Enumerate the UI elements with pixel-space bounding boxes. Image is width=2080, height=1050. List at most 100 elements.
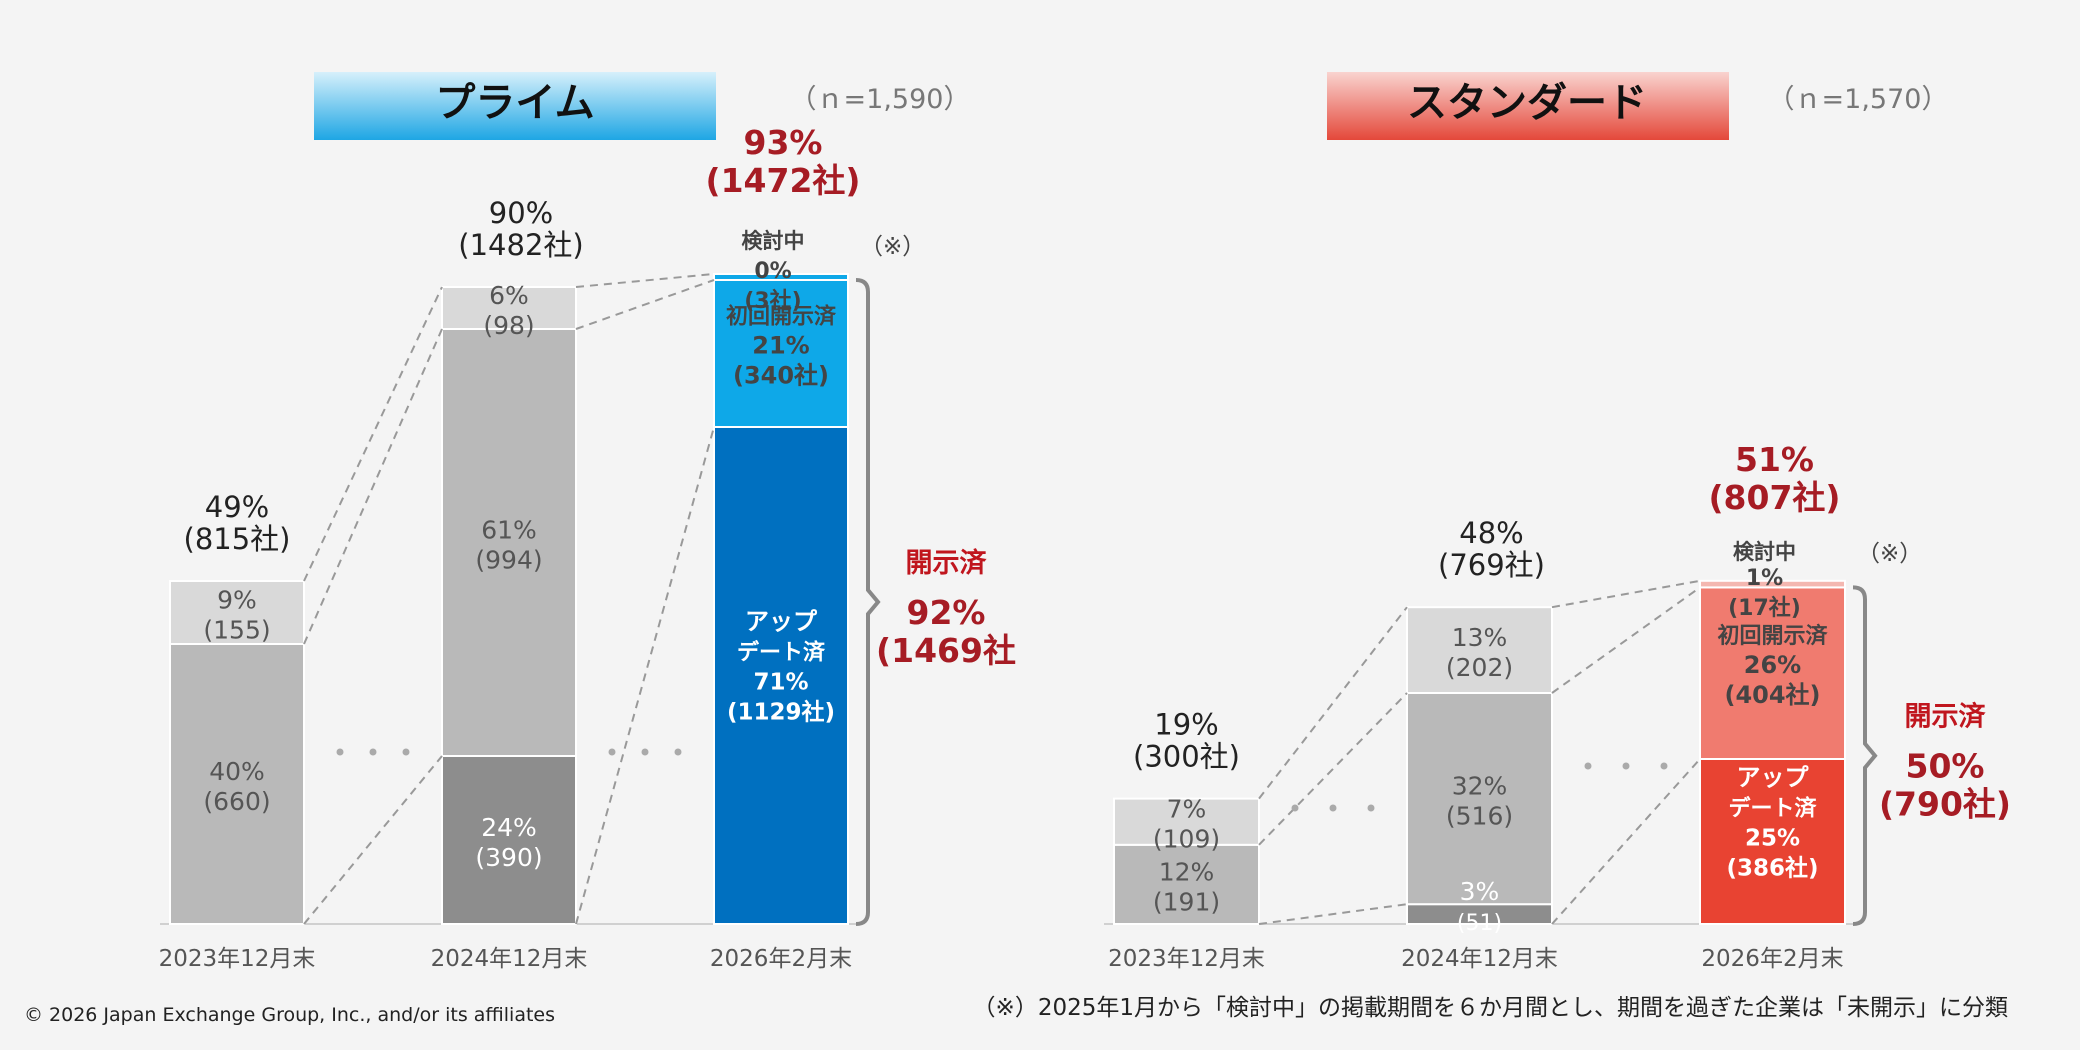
panel-header: [314, 72, 716, 140]
total-count: (807社): [1708, 478, 1840, 517]
bar-segment: [1699, 579, 1846, 589]
segment-count: (386社): [1726, 855, 1818, 882]
segment-pct: 25%: [1745, 826, 1800, 852]
segment-pct: 1%: [1746, 566, 1783, 591]
connector-line: [575, 279, 715, 330]
chart-panel-standard: [1104, 72, 1878, 926]
disclosed-label: 開示済: [1905, 701, 1987, 733]
bar-segment: [1113, 843, 1260, 925]
disclosed-count: (1469社: [876, 631, 1016, 670]
disclosed-label: 開示済: [906, 547, 988, 579]
sample-size: （ｎ=1,570）: [1768, 84, 1949, 115]
disclosed-bracket: [855, 278, 881, 926]
ellipsis-dot: [1584, 762, 1592, 770]
total-pct: 51%: [1735, 440, 1814, 479]
segment-count: (3社): [744, 288, 801, 314]
segment-pct: 12%: [1159, 857, 1215, 886]
bar-segment: [441, 286, 577, 330]
segment-count: (660): [203, 787, 270, 816]
ellipsis-dot: [1622, 762, 1630, 770]
segment-count: (98): [483, 311, 534, 340]
segment-count: (340社): [733, 362, 829, 390]
copyright: © 2026 Japan Exchange Group, Inc., and/o…: [24, 1004, 556, 1026]
disclosed-count: (790社): [1879, 785, 2011, 824]
segment-pct: 0%: [754, 259, 791, 284]
note-mark: （※）: [860, 234, 925, 260]
connector-line: [303, 286, 443, 582]
segment-count: (202): [1446, 653, 1513, 682]
segment-count: (155): [203, 616, 270, 645]
disclosed-pct: 92%: [907, 593, 986, 632]
bar-segment: [441, 755, 577, 925]
total-pct: 90%: [489, 196, 553, 230]
x-tick-label: 2024年12月末: [1401, 946, 1558, 972]
ellipsis-dot: [641, 748, 649, 756]
segment-count: (404社): [1724, 681, 1820, 709]
segment-pct: 61%: [481, 516, 537, 545]
segment-label: 検討中: [1733, 540, 1796, 564]
total-count: (300社): [1133, 740, 1240, 774]
total-pct: 93%: [744, 123, 823, 162]
segment-pct: 24%: [481, 813, 537, 842]
ellipsis-dot: [674, 748, 682, 756]
note-mark: （※）: [1857, 541, 1922, 567]
bar-segment: [169, 643, 305, 925]
segment-pct: 26%: [1744, 651, 1801, 679]
segment-pct: 32%: [1452, 772, 1508, 801]
total-pct: 19%: [1154, 708, 1218, 742]
connector-line: [1551, 579, 1701, 609]
segment-count: (109): [1153, 825, 1220, 854]
ellipsis-dot: [1291, 804, 1299, 812]
total-count: (1472社): [705, 161, 860, 200]
segment-count: (1129社): [727, 699, 835, 726]
segment-label: アップ: [745, 608, 818, 636]
segment-count: (390): [475, 843, 542, 872]
total-count: (815社): [184, 522, 291, 556]
bar-segment: [1113, 797, 1260, 846]
bar-segment: [1406, 606, 1553, 695]
segment-count: (51): [1457, 911, 1502, 936]
panel-title: スタンダード: [1407, 80, 1647, 126]
total-pct: 48%: [1459, 516, 1523, 550]
segment-count: (994): [475, 546, 542, 575]
sample-size: （ｎ=1,590）: [790, 84, 971, 115]
ellipsis-dot: [1367, 804, 1375, 812]
segment-pct: 9%: [217, 586, 257, 615]
x-tick-label: 2023年12月末: [1108, 946, 1265, 972]
connector-line: [1551, 758, 1701, 925]
disclosed-bracket: [1852, 585, 1878, 926]
segment-pct: 21%: [752, 332, 809, 360]
footnote: （※）2025年1月から「検討中」の掲載期間を６か月間とし、期間を過ぎた企業は「…: [972, 995, 2008, 1021]
connector-line: [303, 328, 443, 645]
panel-title: プライム: [435, 80, 594, 126]
panel-header: [1327, 72, 1729, 140]
bar-segment: [713, 273, 849, 281]
segment-pct: 7%: [1167, 795, 1207, 824]
ellipsis-dot: [402, 748, 410, 756]
connector-line: [1258, 692, 1408, 846]
connector-line: [575, 273, 715, 288]
segment-pct: 40%: [209, 757, 265, 786]
segment-label: デート済: [1728, 796, 1817, 822]
ellipsis-dot: [336, 748, 344, 756]
segment-label: デート済: [737, 640, 826, 666]
x-tick-label: 2023年12月末: [159, 946, 316, 972]
segment-count: (191): [1153, 887, 1220, 916]
ellipsis-dot: [1660, 762, 1668, 770]
segment-pct: 6%: [489, 281, 529, 310]
total-count: (769社): [1438, 548, 1545, 582]
segment-pct: 71%: [753, 670, 808, 696]
x-tick-label: 2026年2月末: [710, 946, 852, 972]
disclosed-pct: 50%: [1906, 747, 1985, 786]
segment-count: (516): [1446, 802, 1513, 831]
bar-segment: [1406, 692, 1553, 906]
connector-line: [303, 755, 443, 925]
bar-segment: [1699, 586, 1846, 761]
ellipsis-dot: [1329, 804, 1337, 812]
segment-label: 検討中: [742, 229, 805, 253]
ellipsis-dot: [369, 748, 377, 756]
bar-segment: [441, 328, 577, 757]
segment-count: (17社): [1728, 595, 1801, 621]
segment-pct: 13%: [1452, 623, 1508, 652]
